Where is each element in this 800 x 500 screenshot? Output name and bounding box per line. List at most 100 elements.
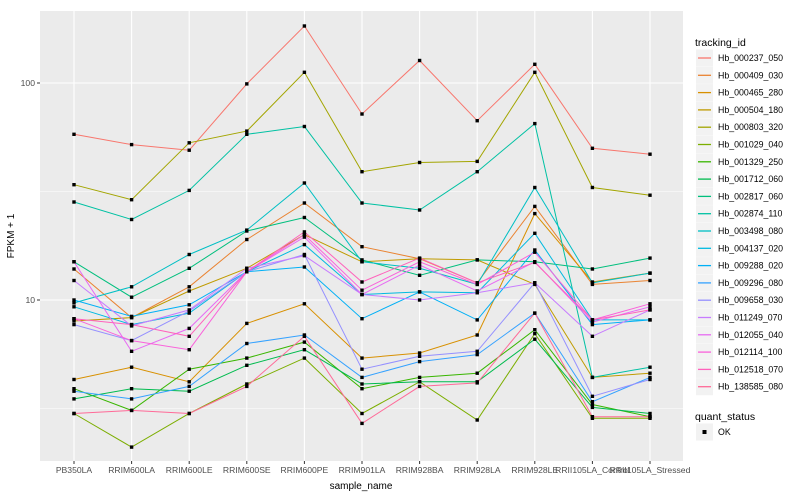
data-point (187, 148, 191, 152)
legend-entry: Hb_000409_030 (696, 66, 783, 84)
data-point (72, 132, 76, 136)
data-point (187, 389, 191, 393)
data-point (302, 265, 307, 269)
data-point (648, 375, 652, 380)
data-point (245, 237, 249, 242)
data-point (72, 389, 76, 393)
data-point (360, 112, 364, 116)
data-point (360, 356, 364, 360)
data-point (187, 384, 191, 389)
data-point (648, 411, 652, 416)
legend-entry: Hb_000237_050 (696, 49, 783, 67)
data-point (187, 334, 191, 338)
data-point (533, 331, 537, 336)
data-point (72, 183, 76, 187)
data-point (72, 260, 76, 264)
data-point (475, 418, 479, 422)
legend-entry: Hb_001329_250 (696, 153, 783, 171)
data-point (648, 305, 652, 309)
data-point (590, 405, 595, 410)
data-point (590, 400, 595, 404)
data-point (533, 281, 537, 285)
data-point (360, 382, 364, 386)
data-point (245, 363, 249, 367)
data-point (417, 298, 422, 302)
data-point (360, 375, 364, 380)
data-point (302, 215, 307, 220)
data-point (245, 341, 249, 346)
data-point (360, 260, 364, 264)
data-point (475, 318, 479, 322)
data-point (72, 317, 76, 321)
legend-entry: Hb_001029_040 (696, 136, 783, 153)
data-point (360, 367, 364, 371)
data-point (302, 233, 307, 237)
legend-entry: Hb_004137_020 (696, 239, 783, 257)
data-point (417, 58, 422, 63)
data-point (360, 411, 364, 416)
data-point (302, 348, 307, 352)
data-point (72, 305, 76, 309)
data-point (360, 201, 364, 205)
data-point (417, 273, 422, 277)
legend-entry: Hb_009296_080 (696, 274, 783, 292)
data-point (360, 288, 364, 292)
legend-entry-label: Hb_002817_060 (718, 191, 783, 201)
data-point (360, 280, 364, 284)
data-point (360, 387, 364, 391)
data-point (648, 371, 652, 375)
data-point (187, 380, 191, 384)
legend-entry: Hb_009288_020 (696, 257, 783, 275)
data-point (533, 185, 537, 190)
legend-entry: Hb_000465_280 (696, 84, 783, 102)
data-point (302, 356, 307, 360)
data-point (648, 152, 652, 156)
data-point (648, 278, 652, 283)
quant-legend-title: quant_status (695, 411, 755, 423)
data-point (72, 267, 76, 271)
data-point (533, 337, 537, 341)
data-point (533, 231, 537, 235)
data-point (648, 271, 652, 275)
legend-entry-label: Hb_000803_320 (718, 122, 783, 132)
data-point (302, 124, 307, 129)
data-point (187, 252, 191, 257)
x-tick-label: RRIM600PE (281, 465, 329, 475)
data-point (590, 320, 595, 324)
legend-entry: Hb_003498_080 (696, 222, 783, 240)
data-point (187, 367, 191, 371)
data-point (533, 250, 537, 254)
legend-entry-label: Hb_002874_110 (718, 209, 783, 219)
data-point (187, 326, 191, 331)
legend-entry: Hb_138585_080 (696, 378, 783, 396)
data-point (475, 352, 479, 357)
data-point (475, 170, 479, 174)
data-point (187, 285, 191, 289)
data-point (648, 193, 652, 197)
data-point (302, 201, 307, 205)
data-point (72, 397, 76, 401)
data-point (245, 266, 249, 270)
data-point (129, 314, 134, 319)
data-point (590, 415, 595, 419)
data-point (187, 303, 191, 307)
data-point (245, 321, 249, 326)
data-point (590, 334, 595, 338)
x-axis-title: sample_name (330, 481, 393, 492)
x-tick-label: RRIM600LE (166, 465, 213, 475)
data-point (533, 328, 537, 332)
data-point (475, 349, 479, 353)
data-point (302, 230, 307, 234)
legend-title: tracking_id (695, 37, 746, 49)
legend-entry: Hb_002817_060 (696, 187, 783, 205)
data-point (417, 359, 422, 364)
data-point (245, 82, 249, 86)
data-point (302, 24, 307, 28)
legend-entry-label: Hb_009658_030 (718, 295, 783, 305)
legend-entry: Hb_012055_040 (696, 326, 783, 344)
data-point (129, 365, 134, 369)
data-point (533, 248, 537, 252)
legend-entry-label: Hb_012114_100 (718, 347, 783, 357)
x-tick-label: RRIM928BA (396, 465, 444, 475)
data-point (245, 382, 249, 386)
